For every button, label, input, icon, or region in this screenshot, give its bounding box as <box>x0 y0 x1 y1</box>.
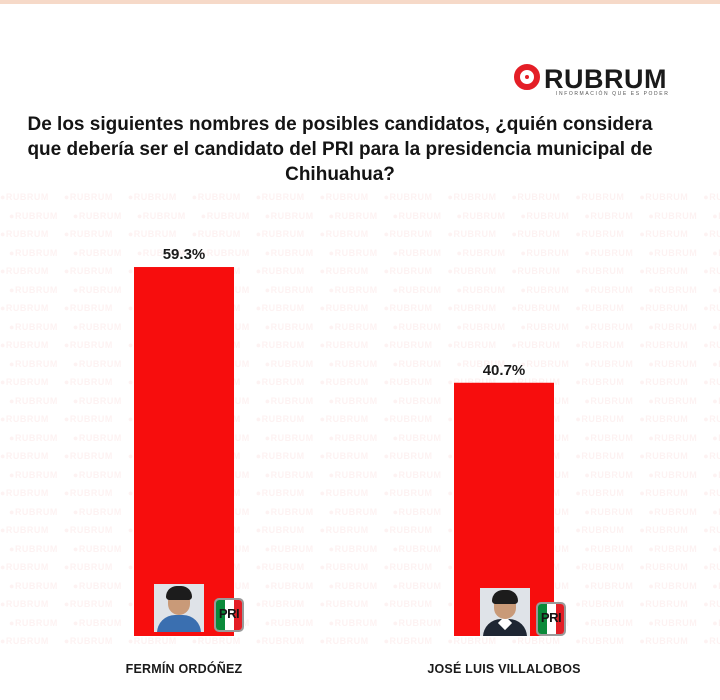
bar-0 <box>134 267 234 636</box>
candidate-label-fermin: FERMÍN ORDÓÑEZ <box>125 662 243 676</box>
bar-chart: 59.3% 40.7% <box>134 246 554 636</box>
candidate-label-villalobos: JOSÉ LUIS VILLALOBOS <box>427 662 581 676</box>
brand-name: RUBRUM <box>544 64 667 94</box>
candidate-photo-villalobos <box>480 588 530 636</box>
data-label-0: 59.3% <box>163 246 206 263</box>
data-label-1: 40.7% <box>483 362 526 379</box>
pri-logo-icon: PRI <box>214 598 244 632</box>
chart-title: De los siguientes nombres de posibles ca… <box>27 114 653 185</box>
top-rule <box>0 0 720 4</box>
candidate-photo-fermin <box>154 584 204 632</box>
brand-tagline: INFORMACIÓN QUE ES PODER <box>556 91 670 97</box>
chart-area: ●RUBRUM ●RUBRUM ●RUBRUM ●RUBRUM ●RUBRUM … <box>0 188 720 700</box>
rubrum-ring-icon <box>514 64 540 90</box>
pri-logo-icon: PRI <box>536 602 566 636</box>
rubrum-logo: RUBRUM INFORMACIÓN QUE ES PODER <box>514 62 684 102</box>
